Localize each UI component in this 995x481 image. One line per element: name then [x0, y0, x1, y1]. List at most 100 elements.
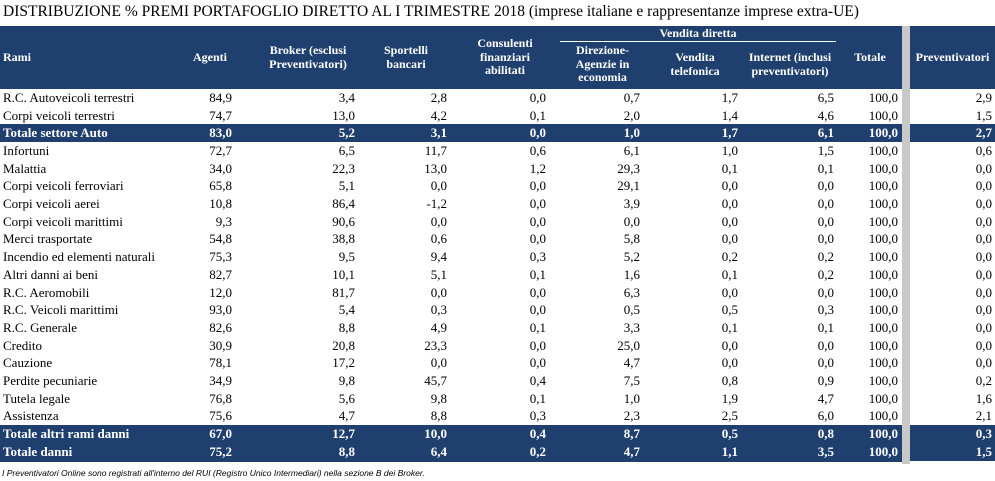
cell-direzione: 4,7 — [623, 355, 640, 371]
cell-sportelli: 0,0 — [430, 355, 447, 371]
cell-preventivatori: 0,2 — [975, 373, 992, 389]
cell-vendita: 0,1 — [721, 160, 738, 176]
cell-direzione: 4,7 — [623, 443, 640, 459]
cell-preventivatori: 1,6 — [975, 390, 992, 406]
cell-vendita: 0,2 — [721, 249, 738, 265]
cell-broker: 5,4 — [338, 302, 355, 318]
cell-consulenti: 0,0 — [529, 302, 546, 318]
cell-totale: 100,0 — [868, 373, 898, 389]
cell-sportelli: 6,4 — [430, 443, 447, 459]
cell-vendita: 0,5 — [721, 426, 738, 442]
cell-totale: 100,0 — [868, 266, 898, 282]
total-row: Totale danni 75,2 8,8 6,4 0,2 4,7 1,1 3,5 100,0 1… — [0, 443, 995, 461]
cell-sportelli: 10,0 — [424, 426, 447, 442]
column-separator — [902, 26, 910, 464]
cell-vendita: 1,1 — [721, 443, 738, 459]
table-row: Incendio ed elementi naturali 75,3 9,5 9,4 0… — [0, 248, 995, 266]
cell-preventivatori: 0,0 — [975, 355, 992, 371]
cell-agenti: 67,0 — [209, 426, 232, 442]
cell-consulenti: 0,0 — [529, 213, 546, 229]
row-label: R.C. Aeromobili — [3, 284, 90, 300]
cell-consulenti: 0,0 — [529, 178, 546, 194]
cell-preventivatori: 0,0 — [975, 231, 992, 247]
cell-vendita: 0,0 — [721, 213, 738, 229]
table-row: R.C. Generale 82,6 8,8 4,9 0,1 3,3 0,1 0,1 100,0… — [0, 319, 995, 337]
cell-consulenti: 0,0 — [529, 337, 546, 353]
cell-vendita: 0,0 — [721, 196, 738, 212]
cell-sportelli: 9,8 — [430, 390, 447, 406]
cell-agenti: 75,2 — [209, 443, 232, 459]
cell-broker: 6,5 — [338, 142, 355, 158]
cell-internet: 1,5 — [817, 142, 834, 158]
cell-totale: 100,0 — [868, 284, 898, 300]
cell-preventivatori: 1,5 — [975, 443, 992, 459]
cell-broker: 13,0 — [332, 107, 355, 123]
cell-totale: 100,0 — [868, 319, 898, 335]
row-label: Corpi veicoli marittimi — [3, 213, 123, 229]
cell-preventivatori: 0,0 — [975, 213, 992, 229]
cell-direzione: 0,0 — [623, 213, 640, 229]
cell-preventivatori: 0,3 — [975, 426, 992, 442]
cell-consulenti: 0,1 — [529, 390, 546, 406]
cell-direzione: 3,3 — [623, 319, 640, 335]
cell-sportelli: 9,4 — [430, 249, 447, 265]
header-vendita-telefonica: Vendita telefonica — [670, 49, 720, 78]
cell-totale: 100,0 — [868, 160, 898, 176]
cell-consulenti: 0,0 — [529, 284, 546, 300]
cell-agenti: 83,0 — [209, 125, 232, 141]
cell-broker: 17,2 — [332, 355, 355, 371]
cell-preventivatori: 0,6 — [975, 142, 992, 158]
cell-vendita: 0,0 — [721, 231, 738, 247]
table-row: Corpi veicoli terrestri 74,7 13,0 4,2 0,1 2,0… — [0, 107, 995, 125]
cell-direzione: 2,3 — [623, 408, 640, 424]
cell-internet: 0,0 — [817, 355, 834, 371]
cell-direzione: 8,7 — [623, 426, 640, 442]
cell-totale: 100,0 — [868, 337, 898, 353]
cell-agenti: 12,0 — [209, 284, 232, 300]
cell-internet: 0,0 — [817, 196, 834, 212]
cell-direzione: 2,0 — [623, 107, 640, 123]
cell-agenti: 82,7 — [209, 266, 232, 282]
cell-sportelli: 0,0 — [430, 178, 447, 194]
cell-direzione: 5,8 — [623, 231, 640, 247]
cell-internet: 0,1 — [817, 160, 834, 176]
row-label: Corpi veicoli aerei — [3, 196, 100, 212]
table-header-preventivatori: Preventivatori — [910, 26, 995, 89]
cell-agenti: 82,6 — [209, 319, 232, 335]
cell-internet: 0,2 — [817, 249, 834, 265]
cell-sportelli: 23,3 — [424, 337, 447, 353]
cell-internet: 0,0 — [817, 213, 834, 229]
cell-totale: 100,0 — [868, 125, 898, 141]
cell-direzione: 5,2 — [623, 249, 640, 265]
cell-broker: 5,1 — [338, 178, 355, 194]
cell-preventivatori: 0,0 — [975, 178, 992, 194]
cell-internet: 6,0 — [817, 408, 834, 424]
cell-agenti: 78,1 — [209, 355, 232, 371]
cell-agenti: 10,8 — [209, 196, 232, 212]
header-preventivatori: Preventivatori — [915, 49, 990, 64]
cell-internet: 3,5 — [817, 443, 834, 459]
cell-preventivatori: 0,0 — [975, 249, 992, 265]
cell-agenti: 72,7 — [209, 142, 232, 158]
cell-vendita: 1,0 — [721, 142, 738, 158]
row-label: Totale altri rami danni — [3, 426, 130, 442]
cell-totale: 100,0 — [868, 178, 898, 194]
cell-consulenti: 0,0 — [529, 89, 546, 105]
cell-totale: 100,0 — [868, 408, 898, 424]
cell-internet: 0,9 — [817, 373, 834, 389]
cell-broker: 3,4 — [338, 89, 355, 105]
cell-totale: 100,0 — [868, 443, 898, 459]
table-row: Merci trasportate 54,8 38,8 0,6 0,0 5,8 0,0 0,0… — [0, 231, 995, 249]
cell-internet: 6,1 — [817, 125, 834, 141]
table-row: Infortuni 72,7 6,5 11,7 0,6 6,1 1,0 1,5 100,0 0,6 — [0, 142, 995, 160]
cell-agenti: 76,8 — [209, 390, 232, 406]
cell-consulenti: 0,1 — [529, 319, 546, 335]
cell-sportelli: 2,8 — [430, 89, 447, 105]
cell-broker: 9,8 — [338, 373, 355, 389]
cell-agenti: 34,0 — [209, 160, 232, 176]
cell-internet: 0,2 — [817, 266, 834, 282]
row-label: Incendio ed elementi naturali — [3, 249, 155, 265]
cell-vendita: 2,5 — [721, 408, 738, 424]
cell-consulenti: 0,1 — [529, 266, 546, 282]
cell-preventivatori: 2,1 — [975, 408, 992, 424]
